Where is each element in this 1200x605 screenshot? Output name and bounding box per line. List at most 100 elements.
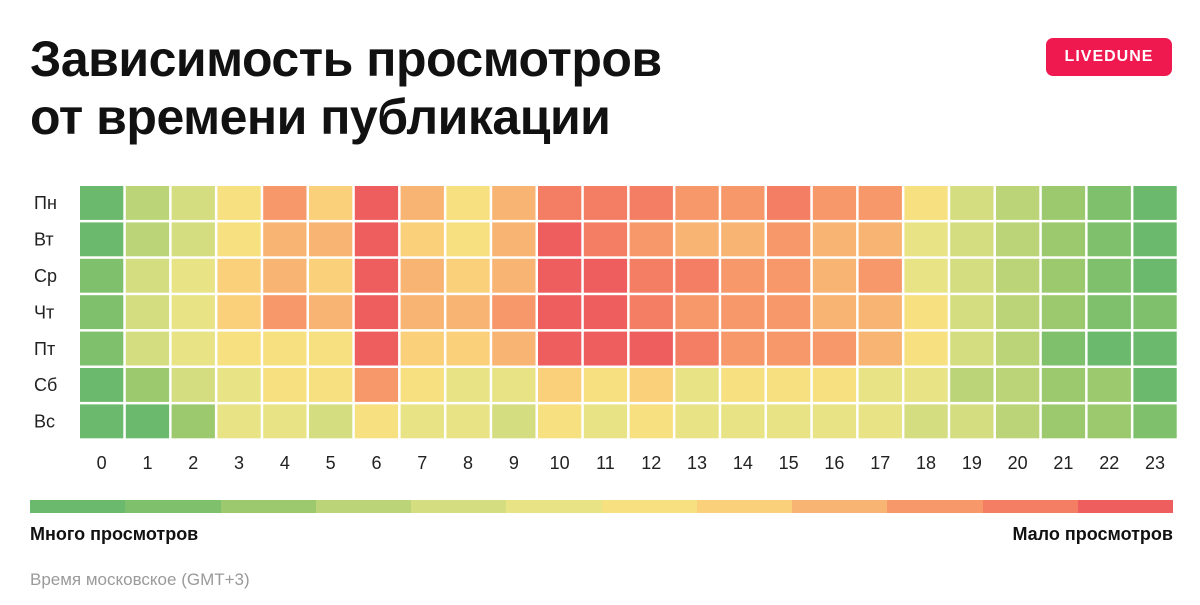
scale-step <box>982 500 1078 513</box>
heatmap-cell <box>629 331 673 366</box>
heatmap-cell <box>721 222 765 257</box>
scale-step <box>125 500 221 513</box>
hour-label: 10 <box>550 453 570 473</box>
heatmap-cell <box>583 404 628 439</box>
heatmap-cell <box>171 295 215 330</box>
heatmap-cell <box>583 222 628 257</box>
heatmap-cell <box>1133 258 1177 293</box>
heatmap-cell <box>812 331 857 366</box>
heatmap-cell <box>309 222 353 257</box>
heatmap-cell <box>125 295 170 330</box>
heatmap-cell <box>950 331 994 366</box>
heatmap-cell <box>1133 368 1177 402</box>
heatmap-cell <box>1133 404 1177 439</box>
heatmap-cell <box>1087 368 1131 402</box>
scale-step <box>696 500 792 513</box>
heatmap-cell <box>538 404 582 439</box>
hour-label: 5 <box>326 453 336 473</box>
heatmap-cell <box>1041 222 1086 257</box>
heatmap-cell <box>1133 295 1177 330</box>
heatmap-cell <box>767 295 811 330</box>
heatmap-cell <box>904 186 948 220</box>
heatmap-cell <box>492 295 536 330</box>
heatmap-cell <box>583 258 628 293</box>
heatmap-cell <box>858 258 902 293</box>
heatmap-cell <box>812 295 857 330</box>
heatmap-cell <box>950 368 994 402</box>
heatmap-cell <box>80 186 124 220</box>
heatmap-cell <box>309 258 353 293</box>
heatmap-cell <box>309 404 353 439</box>
hour-label: 22 <box>1099 453 1119 473</box>
heatmap-cell <box>629 295 673 330</box>
hour-label: 3 <box>234 453 244 473</box>
heatmap-cell <box>721 295 765 330</box>
heatmap-cell <box>583 368 628 402</box>
day-label: Пт <box>34 339 55 359</box>
heatmap-cell <box>354 295 399 330</box>
heatmap-cell <box>812 258 857 293</box>
heatmap-cell <box>538 331 582 366</box>
hour-label: 19 <box>962 453 982 473</box>
hour-label: 16 <box>824 453 844 473</box>
heatmap-cell <box>629 368 673 402</box>
heatmap-cell <box>721 368 765 402</box>
heatmap-cell <box>675 295 719 330</box>
heatmap-cell <box>812 186 857 220</box>
heatmap-cell <box>538 222 582 257</box>
hour-label: 1 <box>142 453 152 473</box>
heatmap-cell <box>446 331 490 366</box>
heatmap-cell <box>996 222 1040 257</box>
heatmap-cell <box>263 331 307 366</box>
heatmap-cell <box>538 368 582 402</box>
livedune-logo-badge[interactable]: LIVEDUNE <box>1046 38 1172 76</box>
heatmap-cell <box>446 404 490 439</box>
hour-label: 11 <box>596 453 615 473</box>
heatmap-cell <box>80 404 124 439</box>
hour-label: 17 <box>870 453 890 473</box>
heatmap-cell <box>354 186 399 220</box>
hour-label: 18 <box>916 453 936 473</box>
heatmap-cell <box>904 331 948 366</box>
heatmap-cell <box>950 222 994 257</box>
day-label: Вт <box>34 230 54 250</box>
heatmap-cell <box>1087 258 1131 293</box>
day-label: Сб <box>34 375 57 395</box>
heatmap-cell <box>80 368 124 402</box>
heatmap-cell <box>171 258 215 293</box>
hour-label: 9 <box>509 453 519 473</box>
heatmap-cell <box>767 186 811 220</box>
day-label: Пн <box>34 193 57 213</box>
heatmap-cell <box>492 331 536 366</box>
heatmap-cell <box>354 368 399 402</box>
heatmap-cell <box>1133 222 1177 257</box>
heatmap-cell <box>446 222 490 257</box>
heatmap-cell <box>400 295 444 330</box>
heatmap-cell <box>492 368 536 402</box>
scale-step <box>30 500 126 513</box>
heatmap-cell <box>767 368 811 402</box>
heatmap-cell <box>904 295 948 330</box>
hour-label: 2 <box>188 453 198 473</box>
heatmap-cell <box>767 331 811 366</box>
heatmap-cell <box>675 258 719 293</box>
heatmap-cell <box>812 368 857 402</box>
heatmap-cell <box>629 186 673 220</box>
day-label: Вс <box>34 412 55 432</box>
heatmap-cell <box>217 186 261 220</box>
heatmap-cell <box>309 331 353 366</box>
heatmap-cell <box>1087 331 1131 366</box>
scale-step <box>601 500 697 513</box>
legend-high-label: Мало просмотров <box>1012 524 1173 544</box>
heatmap-cell <box>675 331 719 366</box>
heatmap-cell <box>858 295 902 330</box>
heatmap-cell <box>675 186 719 220</box>
color-scale-bar <box>30 500 1173 513</box>
heatmap-cell <box>950 186 994 220</box>
heatmap-cell <box>217 222 261 257</box>
heatmap-cell <box>217 258 261 293</box>
heatmap-cell <box>996 295 1040 330</box>
heatmap-cell <box>996 186 1040 220</box>
heatmap-cell <box>263 368 307 402</box>
